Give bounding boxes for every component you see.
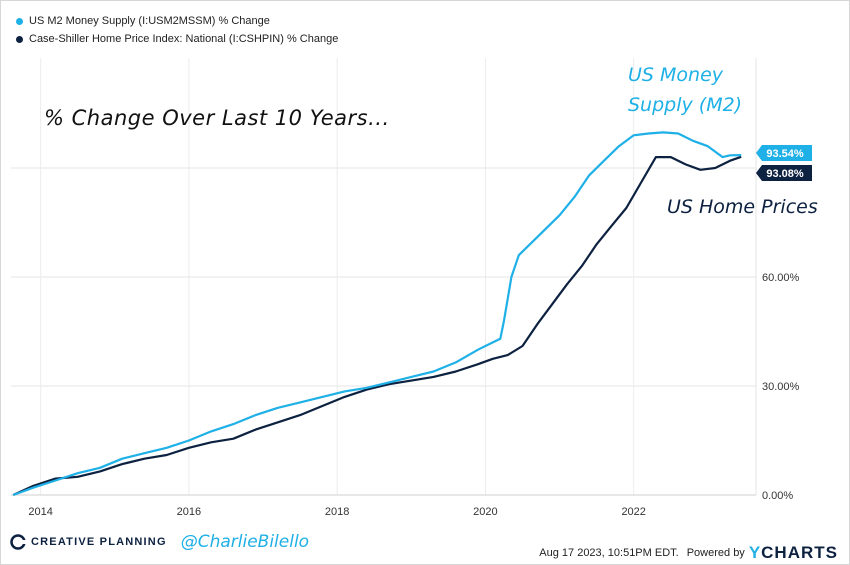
creative-planning-logo-text: CREATIVE PLANNING [31, 536, 167, 548]
end-label-flag [756, 145, 812, 161]
legend-dot-m2-icon [16, 17, 23, 25]
twitter-handle[interactable]: @CharlieBilello [180, 532, 310, 552]
y-tick-label: 60.00% [762, 272, 800, 284]
creative-planning-logo-icon [10, 534, 26, 550]
footer-branding: CREATIVE PLANNING @CharlieBilello [10, 532, 309, 552]
ycharts-logo-y: Y [748, 543, 762, 562]
legend-item-m2[interactable]: US M2 Money Supply (I:USM2MSSM) % Change [16, 12, 338, 30]
timestamp: Aug 17 2023, 10:51PM EDT. [539, 547, 679, 559]
legend-item-home-prices[interactable]: Case-Shiller Home Price Index: National … [16, 30, 338, 48]
legend-label-home-prices: Case-Shiller Home Price Index: National … [29, 33, 339, 45]
series-line-m2 [12, 131, 742, 497]
x-tick-label: 2020 [473, 506, 497, 518]
legend-label-m2: US M2 Money Supply (I:USM2MSSM) % Change [29, 15, 270, 27]
footer-attribution: Aug 17 2023, 10:51PM EDT. Powered by YCH… [539, 543, 838, 563]
m2-annotation-line2: Supply (M2) [628, 94, 743, 116]
series-line-home-prices [12, 155, 742, 497]
y-tick-label: 30.00% [762, 381, 800, 393]
x-tick-label: 2016 [177, 506, 201, 518]
home-prices-annotation: US Home Prices [667, 196, 818, 218]
legend-dot-home-prices-icon [16, 35, 23, 43]
end-label-m2: 93.54% [756, 145, 812, 161]
powered-by-label: Powered by [686, 547, 745, 559]
y-tick-label: 0.00% [762, 490, 793, 502]
x-tick-label: 2022 [621, 506, 645, 518]
end-label-flag [756, 165, 812, 181]
chart-title: % Change Over Last 10 Years... [44, 106, 390, 130]
ycharts-logo-rest: CHARTS [761, 543, 838, 562]
ycharts-logo[interactable]: YCHARTS [749, 543, 838, 563]
end-label-value: 93.08% [766, 168, 804, 180]
legend: US M2 Money Supply (I:USM2MSSM) % Change… [16, 12, 338, 48]
m2-annotation: US Money Supply (M2) [628, 60, 742, 120]
x-tick-label: 2014 [28, 506, 52, 518]
end-label-value: 93.54% [766, 148, 804, 160]
end-label-home-prices: 93.08% [756, 165, 812, 181]
m2-annotation-line1: US Money [628, 64, 723, 86]
x-tick-label: 2018 [325, 506, 349, 518]
